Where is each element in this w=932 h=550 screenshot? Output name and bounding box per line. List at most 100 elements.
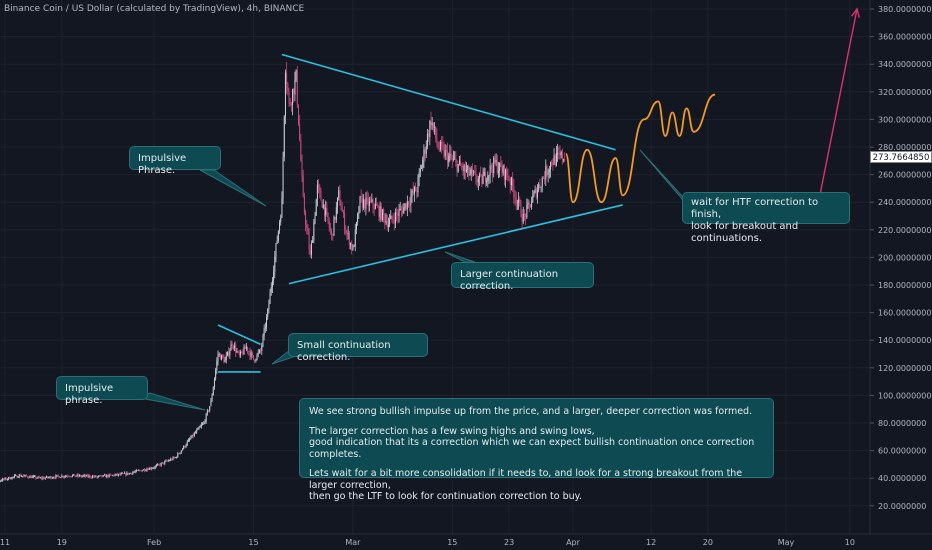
ytick-label: 180.0000000 xyxy=(878,281,931,290)
callout-larger-correction[interactable]: Larger continuation correction. xyxy=(451,262,594,292)
candle-body xyxy=(448,155,450,163)
candle-body xyxy=(172,457,174,460)
candle-body xyxy=(541,177,543,187)
candle-body xyxy=(499,162,501,171)
callout-small-correction[interactable]: Small continuation correction. xyxy=(288,333,428,363)
summary-p3b: then go the LTF to look for continuation… xyxy=(309,491,582,502)
trendline xyxy=(288,204,623,285)
candle-body xyxy=(44,477,46,479)
candle-body xyxy=(428,133,430,137)
candle-body xyxy=(492,169,494,174)
candle-body xyxy=(131,472,133,474)
callout-impulsive-upper[interactable]: Impulsive Phrase. xyxy=(129,146,221,176)
callout-summary[interactable]: We see strong bullish impulse up from th… xyxy=(299,398,774,502)
candle-body xyxy=(239,351,241,356)
candle-body xyxy=(190,437,192,440)
candle-body xyxy=(392,219,394,221)
candle-body xyxy=(313,222,315,241)
candle-body xyxy=(253,355,254,360)
candle-body xyxy=(353,246,355,248)
candle-body xyxy=(174,457,176,459)
candle-body xyxy=(514,196,516,198)
candle-body xyxy=(463,165,465,172)
candle-body xyxy=(125,472,127,476)
candle-body xyxy=(507,175,509,180)
candle-body xyxy=(294,79,296,95)
candle-body xyxy=(308,234,310,250)
callout-htf-line1: wait for HTF correction to finish, xyxy=(691,197,819,220)
ytick-label: 140.0000000 xyxy=(878,336,931,345)
candle-body xyxy=(350,243,352,246)
candle-body xyxy=(555,152,557,166)
candle-body xyxy=(508,179,510,180)
candle-body xyxy=(379,206,381,218)
candle-body xyxy=(506,169,508,176)
candle-body xyxy=(153,467,155,469)
ytick-label: 320.0000000 xyxy=(878,88,931,97)
candle-body xyxy=(82,475,84,477)
candle-body xyxy=(408,201,410,205)
candle-body xyxy=(105,474,107,478)
candle-body xyxy=(444,150,446,157)
candle-body xyxy=(503,165,505,180)
candle-body xyxy=(132,472,134,474)
candle-body xyxy=(345,229,347,233)
candle-body xyxy=(50,476,52,479)
candle-body xyxy=(74,474,76,477)
candle-body xyxy=(326,207,328,213)
candle-body xyxy=(287,83,289,91)
candle-body xyxy=(166,460,168,462)
candle-body xyxy=(295,69,297,80)
candle-body xyxy=(10,478,12,480)
candle-body xyxy=(456,160,458,172)
callout-impulsive-lower[interactable]: Impulsive phrase. xyxy=(56,376,148,406)
candle-body xyxy=(403,207,405,214)
candle-body xyxy=(60,477,62,479)
candle-body xyxy=(484,171,486,183)
candle-body xyxy=(384,215,386,223)
candle-body xyxy=(68,476,70,478)
candle-body xyxy=(223,357,225,363)
candle-body xyxy=(12,476,14,478)
candle-body xyxy=(225,355,227,361)
callout-htf[interactable]: wait for HTF correction to finish, look … xyxy=(682,192,850,244)
candle-body xyxy=(229,350,231,356)
candle-body xyxy=(115,473,117,475)
candle-body xyxy=(40,477,41,479)
candle-body xyxy=(558,152,560,154)
candle-body xyxy=(202,423,204,425)
candle-body xyxy=(70,476,72,478)
candle-body xyxy=(258,349,260,353)
candle-body xyxy=(154,466,156,468)
ytick-label: 120.0000000 xyxy=(878,364,931,373)
candle-body xyxy=(158,464,160,466)
candle-body xyxy=(434,126,436,128)
candle-body xyxy=(71,475,73,477)
candle-body xyxy=(563,159,565,161)
candle-body xyxy=(179,452,181,454)
candle-body xyxy=(338,190,340,198)
candle-body xyxy=(288,90,290,103)
candle-body xyxy=(389,219,391,225)
candle-body xyxy=(559,152,561,156)
candle-body xyxy=(513,186,515,197)
candle-body xyxy=(63,476,65,478)
candle-body xyxy=(51,477,53,479)
ytick-label: 380.0000000 xyxy=(878,5,931,14)
candle-body xyxy=(228,351,230,356)
ytick-label: 60.0000000 xyxy=(878,447,926,456)
candle-body xyxy=(442,144,444,147)
candle-body xyxy=(467,165,469,170)
candle-body xyxy=(426,133,428,147)
candle-body xyxy=(466,169,467,172)
candle-body xyxy=(138,470,140,472)
candle-body xyxy=(523,214,525,215)
xtick-label: 10 xyxy=(845,538,855,547)
target-arrow-head xyxy=(851,7,860,18)
candle-body xyxy=(522,214,524,222)
candle-body xyxy=(96,476,98,478)
candle-body xyxy=(170,459,172,461)
candle-body xyxy=(116,473,118,476)
candle-body xyxy=(500,162,502,167)
